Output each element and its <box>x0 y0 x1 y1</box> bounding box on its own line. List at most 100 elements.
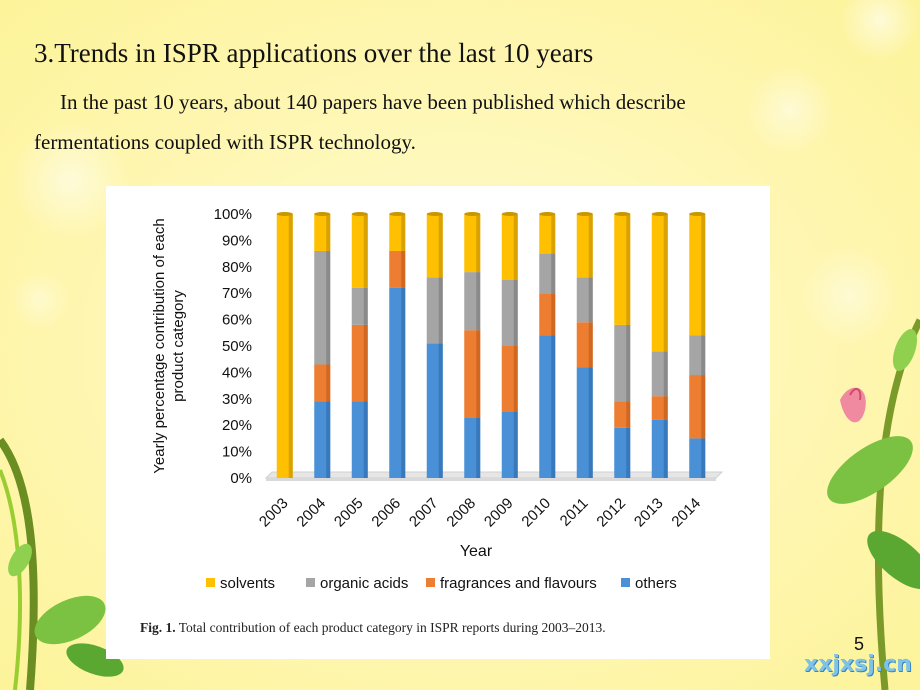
y-tick-label: 90% <box>222 232 252 249</box>
slide-heading: 3.Trends in ISPR applications over the l… <box>34 38 594 68</box>
bar-top-cap <box>651 212 668 216</box>
bar-segment-shade <box>363 287 368 325</box>
bar-segment-shade <box>401 214 406 251</box>
bar-segment-shade <box>326 364 331 402</box>
bar-segment-shade <box>476 417 481 478</box>
y-tick-label: 60% <box>222 312 252 329</box>
bar-segment-shade <box>513 214 518 280</box>
bar-segment-shade <box>363 401 368 478</box>
bar-segment-shade <box>663 214 668 352</box>
y-tick-label: 0% <box>230 470 252 487</box>
legend-label-solvents: solvents <box>220 575 275 592</box>
chart-floor-edge <box>266 478 716 481</box>
legend-label-others: others <box>635 575 677 592</box>
bar-top-cap <box>426 212 443 216</box>
y-tick-label: 100% <box>214 206 252 223</box>
legend-swatch-organic-acids <box>306 578 315 587</box>
x-tick-label: 2014 <box>668 495 704 531</box>
bar-segment-shade <box>326 250 331 365</box>
y-tick-label: 80% <box>222 259 252 276</box>
bar-top-cap <box>539 212 556 216</box>
bar-segment-shade <box>363 214 368 288</box>
stacked-bar-chart: 0% 10% 20% 30% 40% 50% 60% 70% 80% 90% 100% Yearly … <box>151 206 724 592</box>
bar-segment-shade <box>663 419 668 478</box>
x-tick-label: 2010 <box>518 495 554 531</box>
bar-segment-shade <box>701 335 706 376</box>
legend-label-organic-acids: organic acids <box>320 575 408 592</box>
y-axis-label-line2: product category <box>170 290 187 402</box>
bar-segment-shade <box>513 346 518 412</box>
x-tick-label: 2005 <box>331 495 367 531</box>
bar-top-cap <box>314 212 331 216</box>
bar-top-cap <box>576 212 593 216</box>
bar-top-cap <box>351 212 368 216</box>
bar-segment-shade <box>326 214 331 251</box>
bar-segment-shade <box>513 412 518 478</box>
bar-segment-shade <box>476 214 481 273</box>
y-tick-label: 10% <box>222 444 252 461</box>
bar-segment-shade <box>663 396 668 420</box>
bar-segment-shade <box>438 214 443 278</box>
x-tick-label: 2008 <box>443 495 479 531</box>
bar-segment-shade <box>438 277 443 344</box>
bar-segment-shade <box>588 214 593 278</box>
x-axis-label: Year <box>460 543 493 560</box>
body-text-line2: fermentations coupled with ISPR technolo… <box>34 130 416 154</box>
page-number: 5 <box>854 634 865 654</box>
x-tick-label: 2009 <box>481 495 517 531</box>
bar-segment-shade <box>626 324 631 402</box>
bar-segment-shade <box>551 214 556 254</box>
chart-panel: 0% 10% 20% 30% 40% 50% 60% 70% 80% 90% 100% Yearly … <box>106 186 770 659</box>
caption-text: Total contribution of each product categ… <box>175 620 606 635</box>
figure-caption: Fig. 1. Total contribution of each produ… <box>140 620 606 636</box>
bar-top-cap <box>501 212 518 216</box>
caption-label: Fig. 1. <box>140 620 176 635</box>
bar-segment-shade <box>476 272 481 331</box>
bar-segment-shade <box>551 335 556 478</box>
x-tick-label: 2007 <box>406 495 442 531</box>
bar-top-cap <box>464 212 481 216</box>
bar-segment-shade <box>588 322 593 368</box>
bar-top-cap <box>614 212 631 216</box>
legend-swatch-solvents <box>206 578 215 587</box>
bar-segment-shade <box>663 351 668 397</box>
y-tick-label: 40% <box>222 364 252 381</box>
x-tick-label: 2011 <box>557 495 592 530</box>
bar-segment-shade <box>401 250 406 288</box>
watermark-logo: xxjxsj.cn <box>804 652 912 677</box>
bar-segment-shade <box>701 375 706 439</box>
y-tick-label: 30% <box>222 391 252 408</box>
bar-segment-shade <box>476 330 481 418</box>
bar-segment-shade <box>551 293 556 336</box>
bar-segment-shade <box>288 214 293 478</box>
body-text-line1: In the past 10 years, about 140 papers h… <box>60 90 686 114</box>
legend-swatch-fragrances-and-flavours <box>426 578 435 587</box>
x-tick-label: 2013 <box>631 495 667 531</box>
bar-segment-shade <box>701 438 706 478</box>
bar-segment-shade <box>626 427 631 478</box>
bar-segment-shade <box>326 401 331 478</box>
x-tick-label: 2004 <box>293 495 329 531</box>
bar-segment-shade <box>551 253 556 294</box>
bar-segment-shade <box>363 324 368 402</box>
legend-label-fragrances-and-flavours: fragrances and flavours <box>440 575 597 592</box>
bar-segment-shade <box>513 280 518 346</box>
bar-segment-shade <box>626 214 631 325</box>
x-tick-label: 2006 <box>368 495 404 531</box>
bar-top-cap <box>276 212 293 216</box>
bar-segment-shade <box>588 367 593 478</box>
y-tick-label: 70% <box>222 285 252 302</box>
x-tick-label: 2003 <box>256 495 292 531</box>
x-tick-label: 2012 <box>593 495 629 531</box>
bar-top-cap <box>689 212 706 216</box>
bar-segment-shade <box>438 343 443 478</box>
y-tick-label: 50% <box>222 338 252 355</box>
bar-segment-shade <box>588 277 593 323</box>
legend-swatch-others <box>621 578 630 587</box>
y-axis-label-line1: Yearly percentage contribution of each <box>151 218 168 473</box>
bar-segment-shade <box>626 401 631 428</box>
bar-top-cap <box>389 212 406 216</box>
bar-segment-shade <box>401 287 406 478</box>
y-tick-label: 20% <box>222 417 252 434</box>
